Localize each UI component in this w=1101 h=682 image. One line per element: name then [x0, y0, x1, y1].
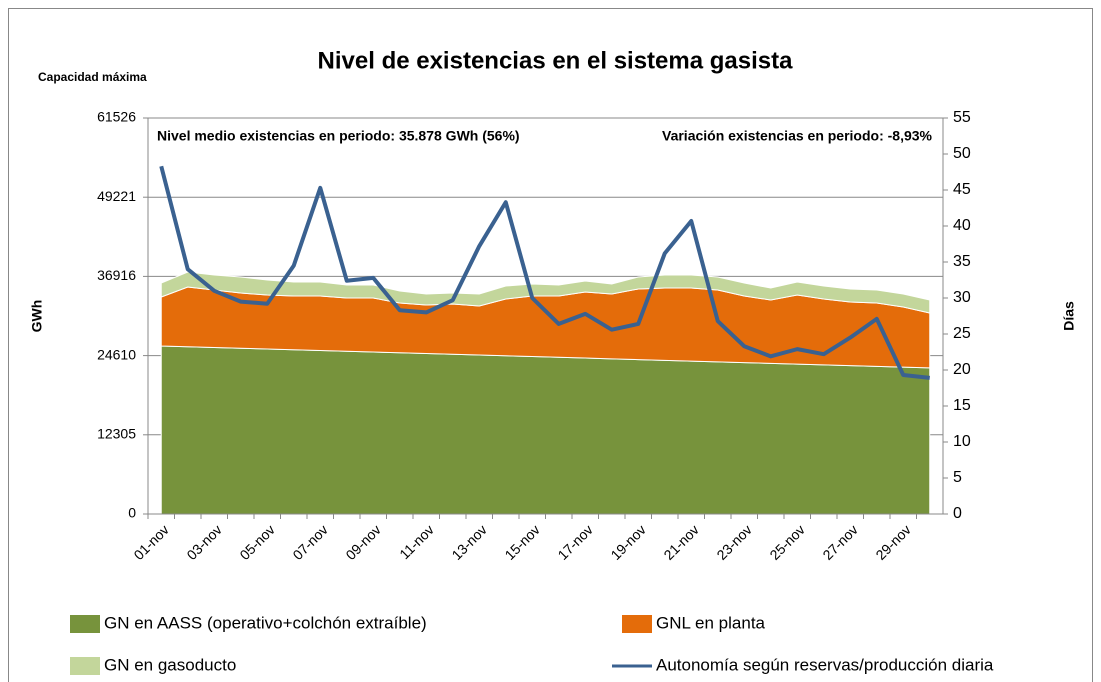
- y2-tick-label: 35: [953, 253, 971, 270]
- legend-label: GNL en planta: [656, 613, 766, 632]
- x-tick-label: 19-nov: [607, 521, 649, 563]
- y2-tick-label: 40: [953, 217, 971, 234]
- y2-axis-label: Días: [1061, 301, 1077, 331]
- legend-label: GN en AASS (operativo+colchón extraíble): [104, 613, 427, 632]
- y-tick-label: 36916: [97, 267, 136, 283]
- legend-swatch: [70, 657, 100, 675]
- y2-tick-label: 55: [953, 109, 971, 126]
- y2-tick-label: 10: [953, 433, 971, 450]
- y-tick-label: 24610: [97, 346, 136, 362]
- y2-tick-label: 5: [953, 469, 962, 486]
- y2-tick-label: 0: [953, 505, 962, 522]
- y2-tick-label: 45: [953, 181, 971, 198]
- x-tick-label: 09-nov: [342, 521, 384, 563]
- y-tick-label: 61526: [97, 109, 136, 125]
- y-tick-label: 49221: [97, 188, 136, 204]
- x-tick-label: 05-nov: [236, 521, 278, 563]
- y2-tick-label: 50: [953, 145, 971, 162]
- annotation: Variación existencias en periodo: -8,93%: [662, 128, 933, 144]
- x-tick-label: 07-nov: [289, 521, 331, 563]
- y-axis-label: GWh: [29, 300, 45, 333]
- chart-border: [8, 8, 1093, 682]
- area: [160, 345, 931, 515]
- y2-tick-label: 25: [953, 325, 971, 342]
- y-tick-label: 12305: [97, 426, 136, 442]
- x-tick-label: 21-nov: [660, 521, 702, 563]
- y2-tick-label: 20: [953, 361, 971, 378]
- chart-title: Nivel de existencias en el sistema gasis…: [318, 47, 794, 74]
- x-tick-label: 15-nov: [501, 521, 543, 563]
- legend-label: GN en gasoducto: [104, 655, 236, 674]
- x-tick-label: 03-nov: [183, 521, 225, 563]
- annotation: Nivel medio existencias en periodo: 35.8…: [157, 128, 520, 144]
- x-tick-label: 17-nov: [554, 521, 596, 563]
- x-tick-label: 13-nov: [448, 521, 490, 563]
- y-tick-label: 0: [128, 505, 136, 521]
- y2-tick-label: 15: [953, 397, 971, 414]
- x-tick-label: 25-nov: [766, 521, 808, 563]
- legend-swatch: [622, 615, 652, 633]
- x-tick-label: 29-nov: [872, 521, 914, 563]
- line: [159, 165, 930, 380]
- x-tick-label: 23-nov: [713, 521, 755, 563]
- x-tick-label: 01-nov: [130, 521, 172, 563]
- x-tick-label: 27-nov: [819, 521, 861, 563]
- area: [160, 271, 931, 314]
- y-axis-top-label: Capacidad máxima: [38, 70, 147, 84]
- legend-swatch: [70, 615, 100, 633]
- x-tick-label: 11-nov: [396, 521, 437, 562]
- y2-tick-label: 30: [953, 289, 971, 306]
- legend-label: Autonomía según reservas/producción diar…: [656, 655, 994, 674]
